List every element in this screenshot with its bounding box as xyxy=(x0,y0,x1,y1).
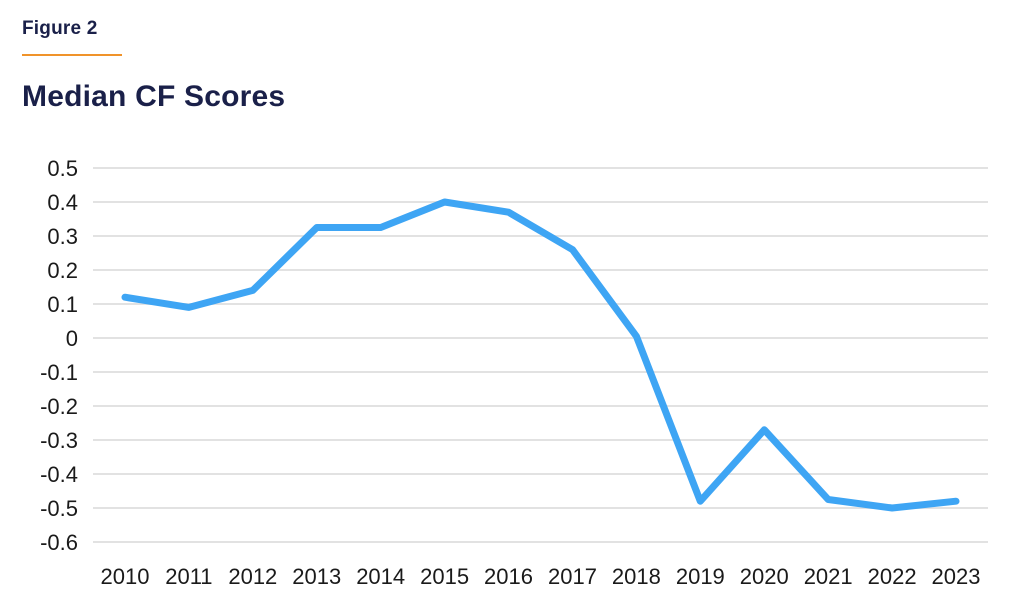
y-tick-label: 0.1 xyxy=(47,292,78,317)
x-tick-label: 2018 xyxy=(612,564,661,589)
y-tick-label: 0.2 xyxy=(47,258,78,283)
x-tick-label: 2019 xyxy=(676,564,725,589)
y-tick-label: -0.4 xyxy=(40,462,78,487)
y-tick-label: -0.5 xyxy=(40,496,78,521)
y-tick-label: 0.5 xyxy=(47,156,78,181)
x-tick-label: 2012 xyxy=(228,564,277,589)
median-cf-series-line xyxy=(121,198,960,512)
x-tick-label: 2023 xyxy=(932,564,981,589)
chart-title: Median CF Scores xyxy=(22,80,286,113)
y-tick-label: -0.6 xyxy=(40,530,78,555)
x-tick-label: 2011 xyxy=(165,564,212,589)
y-tick-label: 0 xyxy=(66,326,78,351)
x-tick-label: 2014 xyxy=(356,564,405,589)
figure-label: Figure 2 xyxy=(22,18,98,39)
y-tick-label: -0.3 xyxy=(40,428,78,453)
x-tick-label: 2021 xyxy=(804,564,853,589)
y-tick-label: -0.1 xyxy=(40,360,78,385)
x-tick-label: 2022 xyxy=(868,564,917,589)
x-tick-label: 2015 xyxy=(420,564,469,589)
x-tick-label: 2017 xyxy=(548,564,597,589)
y-tick-label: 0.3 xyxy=(47,224,78,249)
x-tick-label: 2010 xyxy=(100,564,149,589)
x-tick-label: 2013 xyxy=(292,564,341,589)
x-tick-label: 2020 xyxy=(740,564,789,589)
y-tick-label: 0.4 xyxy=(47,190,78,215)
x-tick-label: 2016 xyxy=(484,564,533,589)
y-tick-label: -0.2 xyxy=(40,394,78,419)
accent-rule xyxy=(22,54,122,56)
